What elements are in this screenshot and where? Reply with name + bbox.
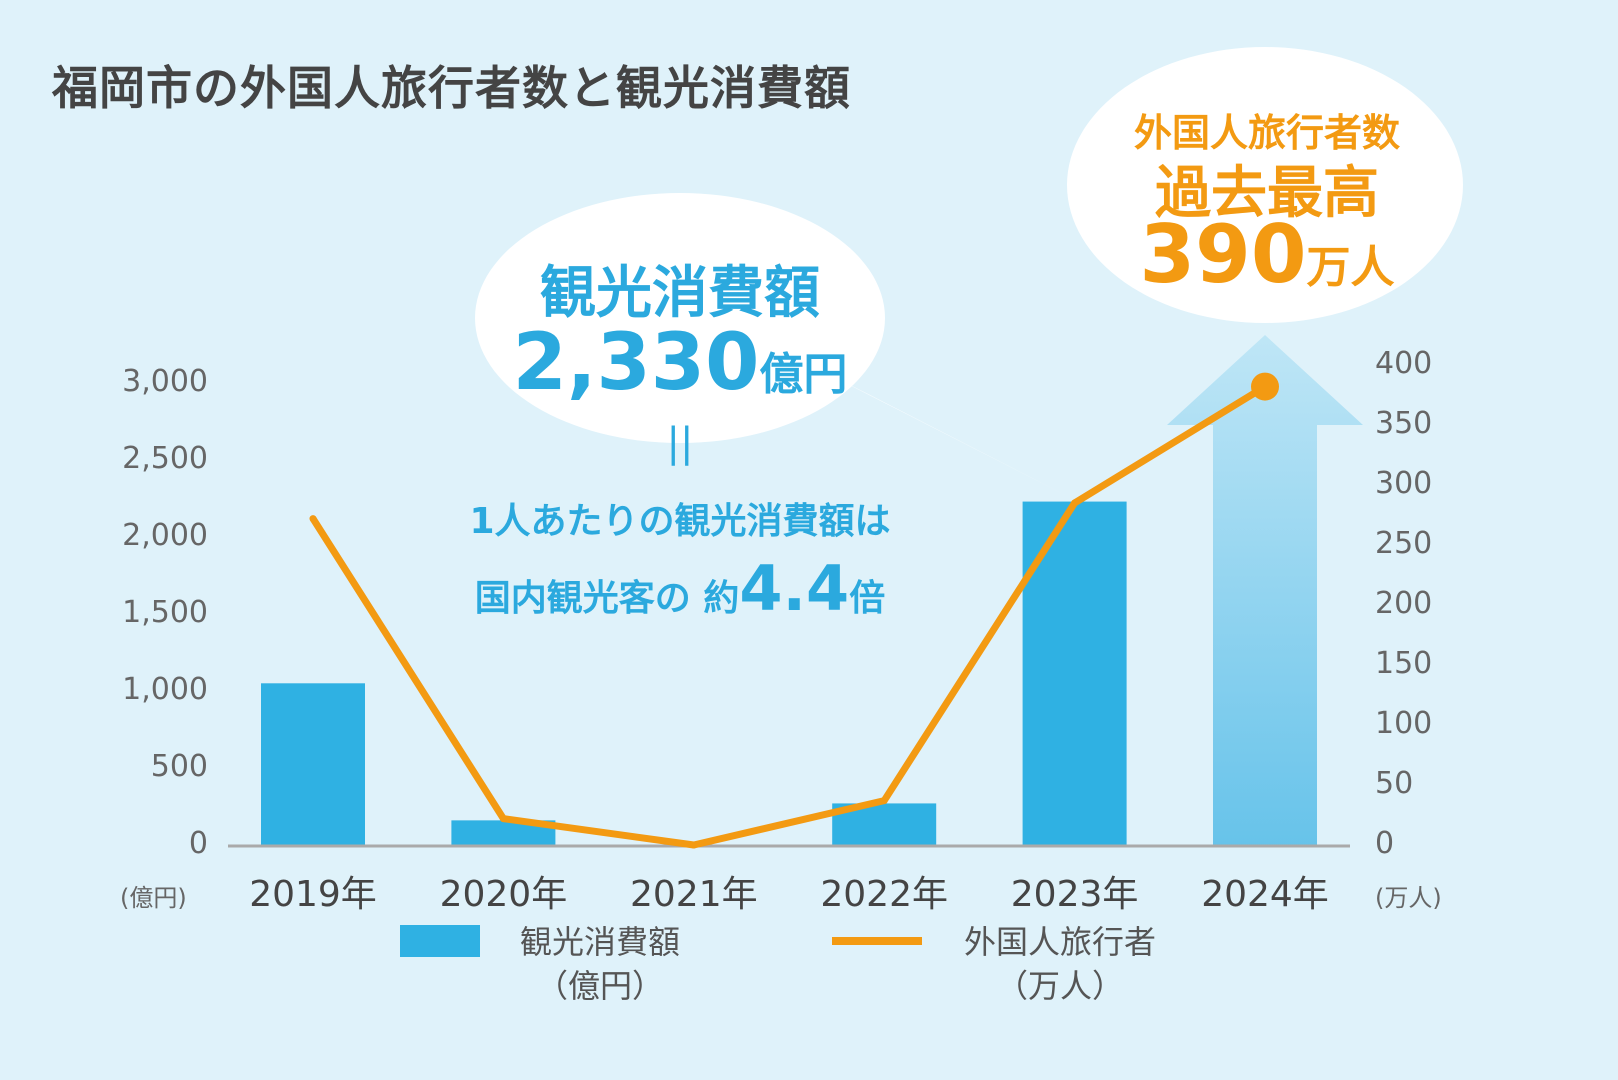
x-axis-tick: 2023年	[1010, 874, 1139, 915]
legend-label-visitors: 外国人旅行者	[963, 923, 1156, 961]
visitors-callout-unit: 万人	[1306, 242, 1395, 293]
spending-callout-line1: 1人あたりの観光消費額は	[469, 501, 891, 542]
right-axis-tick: 400	[1375, 346, 1433, 381]
left-axis-tick: 2,000	[122, 518, 208, 553]
visitors-point-2023年	[1071, 499, 1079, 507]
visitors-line	[310, 383, 1267, 849]
left-axis-tick: 0	[188, 826, 208, 861]
left-axis-tick: 500	[150, 749, 208, 784]
left-axis-tick: 3,000	[122, 364, 208, 399]
spending-callout-amount: 2,330	[512, 318, 760, 408]
right-axis-unit: (万人)	[1375, 884, 1442, 912]
chart-title: 福岡市の外国人旅行者数と観光消費額	[52, 61, 851, 115]
visitors-callout-bubble	[1067, 47, 1463, 323]
legend-item-spending: 観光消費額 （億円）	[480, 920, 720, 1008]
left-axis-tick: 2,500	[122, 441, 208, 476]
legend-item-visitors: 外国人旅行者 （万人）	[925, 920, 1195, 1008]
legend-unit-spending: （億円）	[535, 967, 664, 1005]
visitors-callout-line2: 過去最高	[1155, 161, 1379, 226]
x-axis-tick: 2020年	[439, 874, 568, 915]
visitors-point-2022年	[880, 797, 888, 805]
right-axis-tick: 350	[1375, 406, 1433, 441]
x-axis-tick: 2024年	[1201, 874, 1329, 915]
legend-unit-visitors: （万人）	[995, 967, 1124, 1005]
bar-2019年	[261, 683, 365, 845]
x-axis-tick: 2022年	[820, 874, 948, 915]
visitors-callout-value: 390	[1139, 208, 1307, 301]
right-axis-tick: 100	[1375, 706, 1433, 741]
growth-arrow	[1167, 335, 1363, 845]
spending-callout-equals: ||	[666, 420, 694, 466]
x-axis-tick: 2021年	[629, 874, 758, 915]
right-axis-tick: 0	[1375, 826, 1395, 861]
visitors-point-2024年	[1251, 372, 1279, 401]
spending-callout-line2-suffix: 倍	[849, 578, 886, 619]
left-axis-tick: 1,000	[122, 672, 208, 707]
visitors-point-2019年	[309, 515, 317, 523]
visitors-callout-line1: 外国人旅行者数	[1133, 111, 1400, 155]
right-axis-tick: 200	[1375, 586, 1433, 621]
visitors-point-2020年	[499, 815, 507, 823]
bar-2023年	[1022, 501, 1127, 845]
right-axis-tick: 250	[1375, 526, 1433, 561]
left-axis-tick: 1,500	[122, 595, 208, 630]
x-axis-tick: 2019年	[249, 874, 377, 915]
right-axis-tick: 300	[1375, 466, 1433, 501]
spending-callout-ratio: 4.4	[739, 552, 850, 625]
legend-bar-swatch	[400, 925, 480, 957]
spending-callout-bubble	[475, 193, 1075, 500]
right-axis-tick: 150	[1375, 646, 1433, 681]
visitors-point-2021年	[690, 841, 698, 849]
left-axis-unit: (億円)	[120, 884, 187, 912]
spending-callout-heading: 観光消費額	[540, 261, 820, 326]
spending-callout-line2-prefix: 国内観光客の 約	[474, 578, 740, 619]
legend-label-spending: 観光消費額	[519, 923, 680, 961]
spending-callout-unit: 億円	[759, 349, 848, 400]
right-axis-tick: 50	[1375, 766, 1414, 801]
